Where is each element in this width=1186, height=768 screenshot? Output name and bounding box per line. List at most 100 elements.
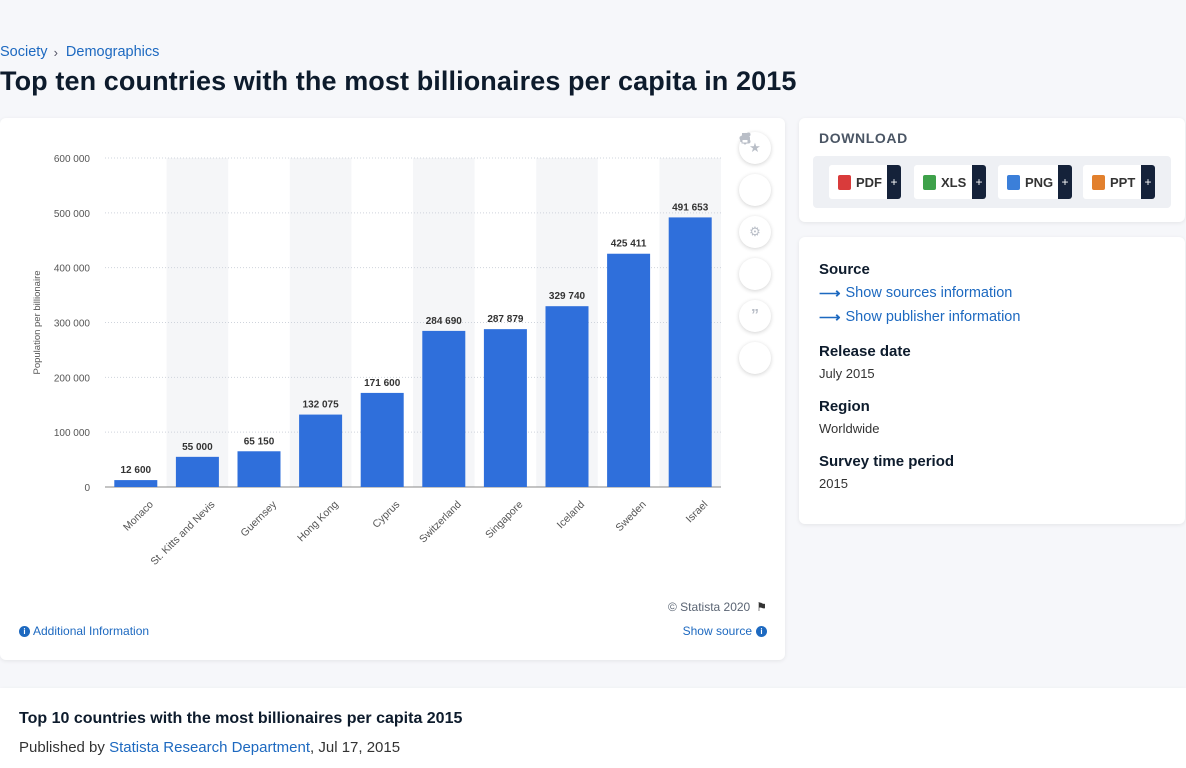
x-tick-label: Hong Kong [295,499,341,545]
region-heading: Region [819,398,870,415]
source-heading: Source [819,261,870,278]
download-card: DOWNLOAD PDF + XLS + PNG + PPT + [799,118,1185,222]
region-value: Worldwide [819,421,880,436]
ppt-label: PPT [1110,174,1136,190]
survey-period-heading: Survey time period [819,453,955,470]
y-tick-label: 200 000 [54,373,91,384]
arrow-right-icon: ⟶ [819,285,841,302]
publication-title: Top 10 countries with the most billionai… [19,710,463,727]
show-publisher-link[interactable]: ⟶ Show publisher information [819,308,1020,326]
bar-cyprus [360,392,404,487]
show-source-label: Show source [682,624,752,638]
quote-icon[interactable]: ” [739,300,771,332]
png-label: PNG [1025,174,1054,190]
bell-icon[interactable] [739,133,771,206]
y-tick-label: 100 000 [54,428,91,439]
plus-icon[interactable]: + [972,165,986,199]
published-by-prefix: Published by [19,739,105,756]
additional-info-label: Additional Information [33,624,150,638]
flag-icon[interactable]: ⚑ [756,600,767,614]
bar-singapore [483,329,527,487]
data-label: 284 690 [426,316,463,327]
chart-copyright: © Statista 2020 ⚑ [668,600,767,614]
bar-switzerland [422,330,466,487]
ppt-file-icon [1092,174,1105,190]
data-label: 329 740 [549,291,586,302]
bar-st-kitts-and-nevis [175,456,219,487]
x-tick-label: Monaco [121,499,156,534]
y-tick-label: 400 000 [54,264,91,275]
release-date-value: July 2015 [819,366,875,381]
info-icon: i [19,625,30,637]
x-tick-label: Cyprus [370,499,402,531]
chevron-right-icon: › [53,44,58,60]
publication-card: Top 10 countries with the most billionai… [0,688,1186,768]
x-tick-label: Singapore [483,499,525,541]
data-label: 65 150 [244,436,275,447]
xls-file-icon [923,174,936,190]
download-title: DOWNLOAD [819,130,908,146]
arrow-right-icon: ⟶ [819,309,841,326]
show-sources-link[interactable]: ⟶ Show sources information [819,284,1012,302]
page-title: Top ten countries with the most billiona… [0,66,797,96]
copyright-text: © Statista 2020 [668,600,751,614]
data-label: 491 653 [672,202,709,213]
plus-icon[interactable]: + [1141,165,1155,199]
breadcrumb-demographics-link[interactable]: Demographics [65,44,160,60]
x-tick-label: Israel [684,499,711,526]
show-source-link[interactable]: Show source i [683,624,767,638]
bar-monaco [114,480,158,487]
data-label: 132 075 [303,400,340,411]
show-sources-label: Show sources information [845,285,1013,301]
pdf-file-icon [838,174,851,190]
share-icon[interactable] [739,132,771,290]
x-tick-label: St. Kitts and Nevis [148,499,217,568]
star-icon[interactable]: ★ [739,132,771,164]
chart-card: 0 100 000 200 000 300 000 400 000 500 000 600 … [0,118,785,660]
download-xls-button[interactable]: XLS + [914,165,986,199]
download-png-button[interactable]: PNG + [998,165,1072,199]
data-label: 55 000 [182,442,213,453]
download-bar: PDF + XLS + PNG + PPT + [813,156,1171,208]
y-tick-label: 300 000 [54,319,91,330]
top-header [0,0,1186,36]
y-axis-label: Population per billionaire [32,270,43,374]
published-by: Published by Statista Research Departmen… [19,739,400,756]
metadata-card: Source ⟶ Show sources information ⟶ Show… [799,237,1185,524]
bar-israel [668,217,712,487]
data-label: 287 879 [487,314,524,325]
xls-label: XLS [941,174,967,190]
bar-chart: 0 100 000 200 000 300 000 400 000 500 000 600 … [32,154,721,568]
bar-hong-kong [299,414,343,487]
breadcrumb-society-link[interactable]: Society [0,44,48,60]
y-tick-label: 0 [84,483,90,494]
plus-icon[interactable]: + [887,165,901,199]
x-tick-label: Guernsey [238,498,279,539]
additional-info-link[interactable]: i Additional Information [19,624,149,638]
show-publisher-label: Show publisher information [845,309,1021,325]
x-tick-label: Iceland [555,499,588,532]
download-ppt-button[interactable]: PPT + [1083,165,1155,199]
chart-tools: ★ ⚙ ” [739,132,771,384]
breadcrumb: Society › Demographics [0,44,159,60]
plus-icon[interactable]: + [1058,165,1072,199]
column-band [166,158,229,487]
download-pdf-button[interactable]: PDF + [829,165,901,199]
release-date-heading: Release date [819,343,911,360]
print-icon[interactable] [739,133,771,374]
pdf-label: PDF [856,174,882,190]
y-tick-label: 600 000 [54,154,91,165]
publisher-link[interactable]: Statista Research Department [109,739,311,756]
data-label: 425 411 [611,239,647,250]
bar-sweden [607,253,651,487]
publication-date: , Jul 17, 2015 [310,739,401,756]
info-icon: i [756,625,767,637]
survey-period-value: 2015 [819,476,848,491]
x-tick-label: Sweden [613,499,648,534]
bar-guernsey [237,451,281,487]
data-label: 12 600 [121,465,152,476]
png-file-icon [1007,174,1020,190]
data-label: 171 600 [364,378,401,389]
gear-icon[interactable]: ⚙ [739,216,771,248]
bar-iceland [545,306,589,487]
